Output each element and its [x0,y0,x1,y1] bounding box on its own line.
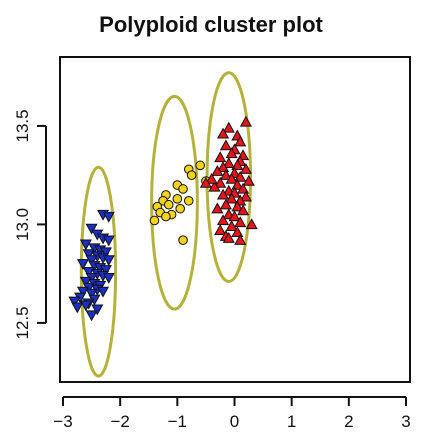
x-tick-label: 1 [287,412,296,431]
data-point [245,218,258,230]
data-point [186,170,197,180]
data-point [82,267,95,278]
x-tick-label: 3 [401,412,410,431]
y-tick-label: 13.0 [13,208,32,241]
y-tick-label: 12.5 [13,306,32,339]
data-point [228,210,241,222]
data-point [219,168,232,180]
data-point [217,188,230,200]
y-axis: 12.5 13.0 13.5 [13,109,47,339]
data-point [102,235,115,247]
data-point [85,255,98,267]
chart-title: Polyploid cluster plot [99,12,323,37]
cluster-ellipse-0 [79,165,118,378]
data-point [195,160,205,171]
data-point [219,198,232,210]
data-point [79,239,92,251]
y-tick-label: 13.5 [13,109,32,142]
data-point [85,223,98,235]
data-point [231,159,244,170]
data-point [234,135,247,147]
x-tick-label: −2 [110,412,129,431]
cluster-ellipses [79,71,253,378]
data-point [161,211,171,222]
data-point [79,300,92,312]
data-point [234,233,247,245]
data-point [102,272,115,284]
data-point [68,296,81,308]
data-point [85,310,98,322]
data-point [102,255,115,267]
x-tick-label: 0 [230,412,239,431]
data-point [208,180,221,192]
data-point [99,265,112,276]
data-point [214,176,227,188]
data-point [178,235,188,245]
x-tick-label: −1 [168,412,187,431]
x-tick-label: 2 [344,412,353,431]
data-point [231,226,244,237]
data-point [234,216,247,228]
data-point [234,170,247,182]
data-point [199,176,212,188]
data-point [217,161,230,172]
data-point [71,302,84,314]
data-point [76,286,90,298]
data-point [237,204,250,216]
data-point [205,172,218,184]
data-point [225,220,238,232]
data-point [172,194,183,204]
data-point [219,139,232,151]
data-point [231,178,244,190]
data-point [99,247,112,259]
x-axis: −3 −2 −1 0 1 2 3 [53,396,411,431]
data-point [222,231,235,243]
data-point [231,200,244,212]
data-point [183,195,194,206]
plot-frame [59,56,411,383]
data-point [175,203,185,214]
data-point [211,202,224,214]
data-point [76,259,90,271]
data-point [96,286,110,298]
data-point [239,115,252,127]
data-point [82,249,95,261]
data-points [68,115,258,322]
data-point [217,214,230,226]
data-point [225,192,238,204]
data-point [91,304,104,316]
data-point [239,190,252,202]
data-point [214,224,227,235]
data-point [222,157,235,169]
data-point [217,127,230,139]
x-tick-label: −3 [53,412,72,431]
data-point [178,184,188,194]
data-point [79,276,92,288]
data-point [225,147,238,159]
data-point [163,199,174,210]
data-point [222,121,235,133]
cluster-ellipse-1 [150,94,199,311]
data-point [102,211,115,223]
data-point [237,182,250,194]
data-point [225,172,238,184]
data-point [85,288,98,300]
data-point [149,215,160,226]
data-point [239,163,252,174]
data-point [211,165,224,176]
data-point [242,174,255,186]
data-point [214,151,227,163]
